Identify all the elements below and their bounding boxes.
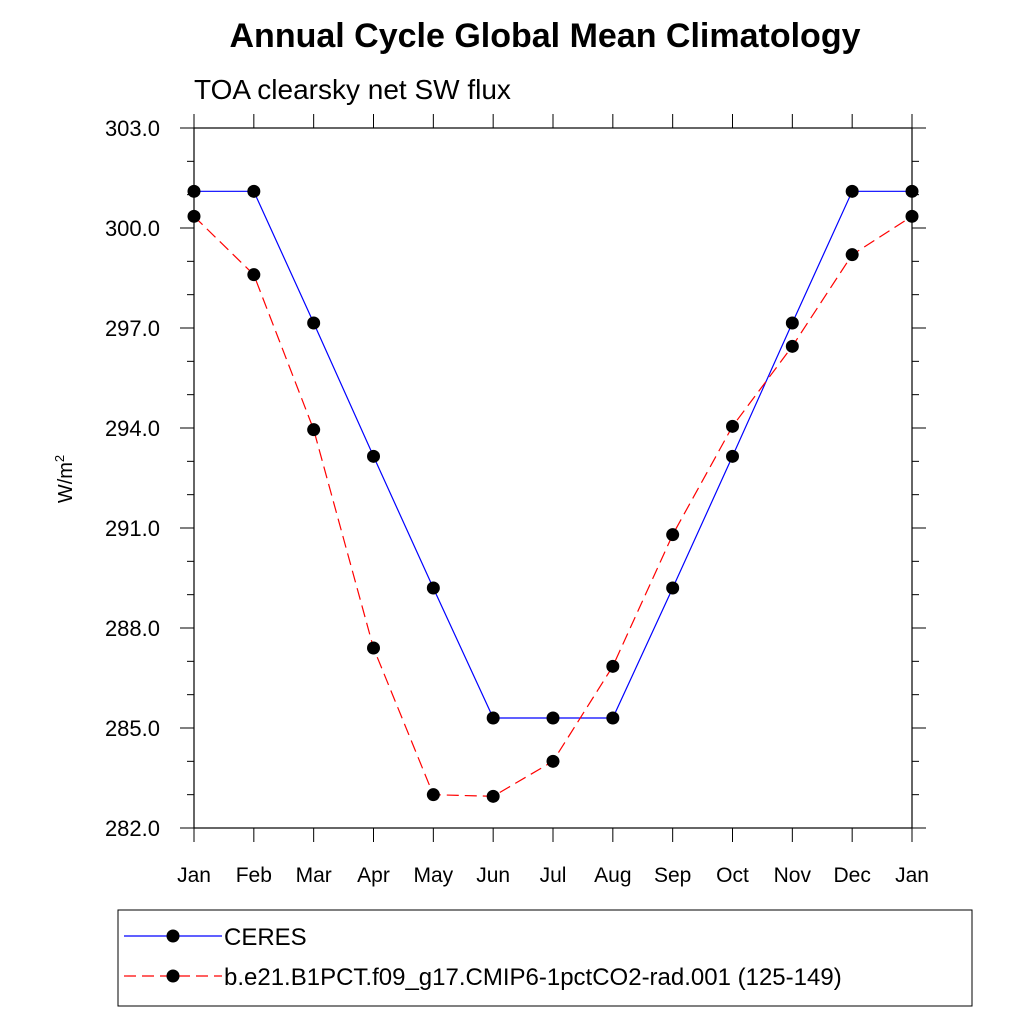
y-axis-label-text: W/m xyxy=(55,462,77,503)
series-1-point xyxy=(666,581,680,595)
series-2-point xyxy=(367,641,380,655)
series-1-point xyxy=(247,184,261,198)
x-tick-label: Oct xyxy=(716,864,749,887)
x-tick-label: Aug xyxy=(594,864,631,887)
x-tick-label: Nov xyxy=(774,864,812,887)
series-1-point xyxy=(785,316,799,330)
legend: CERES b.e21.B1PCT.f09_g17.CMIP6-1pctCO2-r… xyxy=(124,924,842,991)
series-1-point xyxy=(187,184,201,198)
series-2-point xyxy=(726,419,739,433)
series-1-point xyxy=(486,711,500,725)
series-1-point xyxy=(546,711,560,725)
legend-label-1: CERES xyxy=(224,924,307,951)
y-axis-label: W/m2 xyxy=(52,455,77,503)
series-2-point xyxy=(606,659,620,673)
x-tick-label: Jul xyxy=(540,864,567,887)
series-1-point xyxy=(426,581,440,595)
series-2-point xyxy=(905,209,919,223)
series-layer xyxy=(187,184,919,803)
chart-title: Annual Cycle Global Mean Climatology xyxy=(230,17,861,55)
x-tick-label: Dec xyxy=(833,864,870,887)
x-tick-label: Jan xyxy=(177,864,211,887)
series-line-1 xyxy=(194,190,912,719)
series-2-point xyxy=(486,789,500,803)
series-1-point xyxy=(367,449,380,463)
series-2-point xyxy=(426,788,440,802)
series-2-point xyxy=(546,754,560,768)
x-tick-label: May xyxy=(413,864,453,887)
legend-box xyxy=(117,909,973,1007)
series-1-point xyxy=(307,316,321,330)
x-tick-label: Sep xyxy=(654,864,691,887)
y-tick-label: 294.0 xyxy=(105,416,160,441)
legend-label-2: b.e21.B1PCT.f09_g17.CMIP6-1pctCO2-rad.00… xyxy=(224,964,842,991)
legend-marker-2 xyxy=(166,969,180,983)
series-1-point xyxy=(606,711,620,725)
series-2-point xyxy=(785,339,799,353)
y-tick-label: 303.0 xyxy=(105,116,160,141)
series-2-point xyxy=(845,248,859,262)
x-tick-label: Mar xyxy=(296,864,332,887)
y-axis-label-superscript: 2 xyxy=(52,455,67,462)
y-tick-label: 285.0 xyxy=(105,716,160,741)
series-1-point xyxy=(905,184,919,198)
series-2-point xyxy=(247,268,261,282)
series-2-point xyxy=(666,528,680,542)
x-tick-label: Jan xyxy=(895,864,929,887)
series-2-point xyxy=(187,209,201,223)
y-tick-label: 288.0 xyxy=(105,616,160,641)
chart-subtitle: TOA clearsky net SW flux xyxy=(194,74,511,105)
series-1-point xyxy=(845,184,859,198)
series-1-point xyxy=(726,449,739,463)
y-tick-label: 300.0 xyxy=(105,216,160,241)
series-line-2 xyxy=(193,215,913,797)
legend-marker-1 xyxy=(166,929,180,943)
x-tick-label: Feb xyxy=(236,864,272,887)
x-tick-label: Apr xyxy=(357,864,390,887)
x-tick-label: Jun xyxy=(476,864,510,887)
axis-ticks: 282.0 285.0 288.0 291.0 294.0 297.0 300.0 303.0… xyxy=(105,114,929,887)
y-tick-label: 297.0 xyxy=(105,316,160,341)
y-tick-label: 291.0 xyxy=(105,516,160,541)
y-tick-label: 282.0 xyxy=(105,816,160,841)
series-2-point xyxy=(307,423,321,437)
